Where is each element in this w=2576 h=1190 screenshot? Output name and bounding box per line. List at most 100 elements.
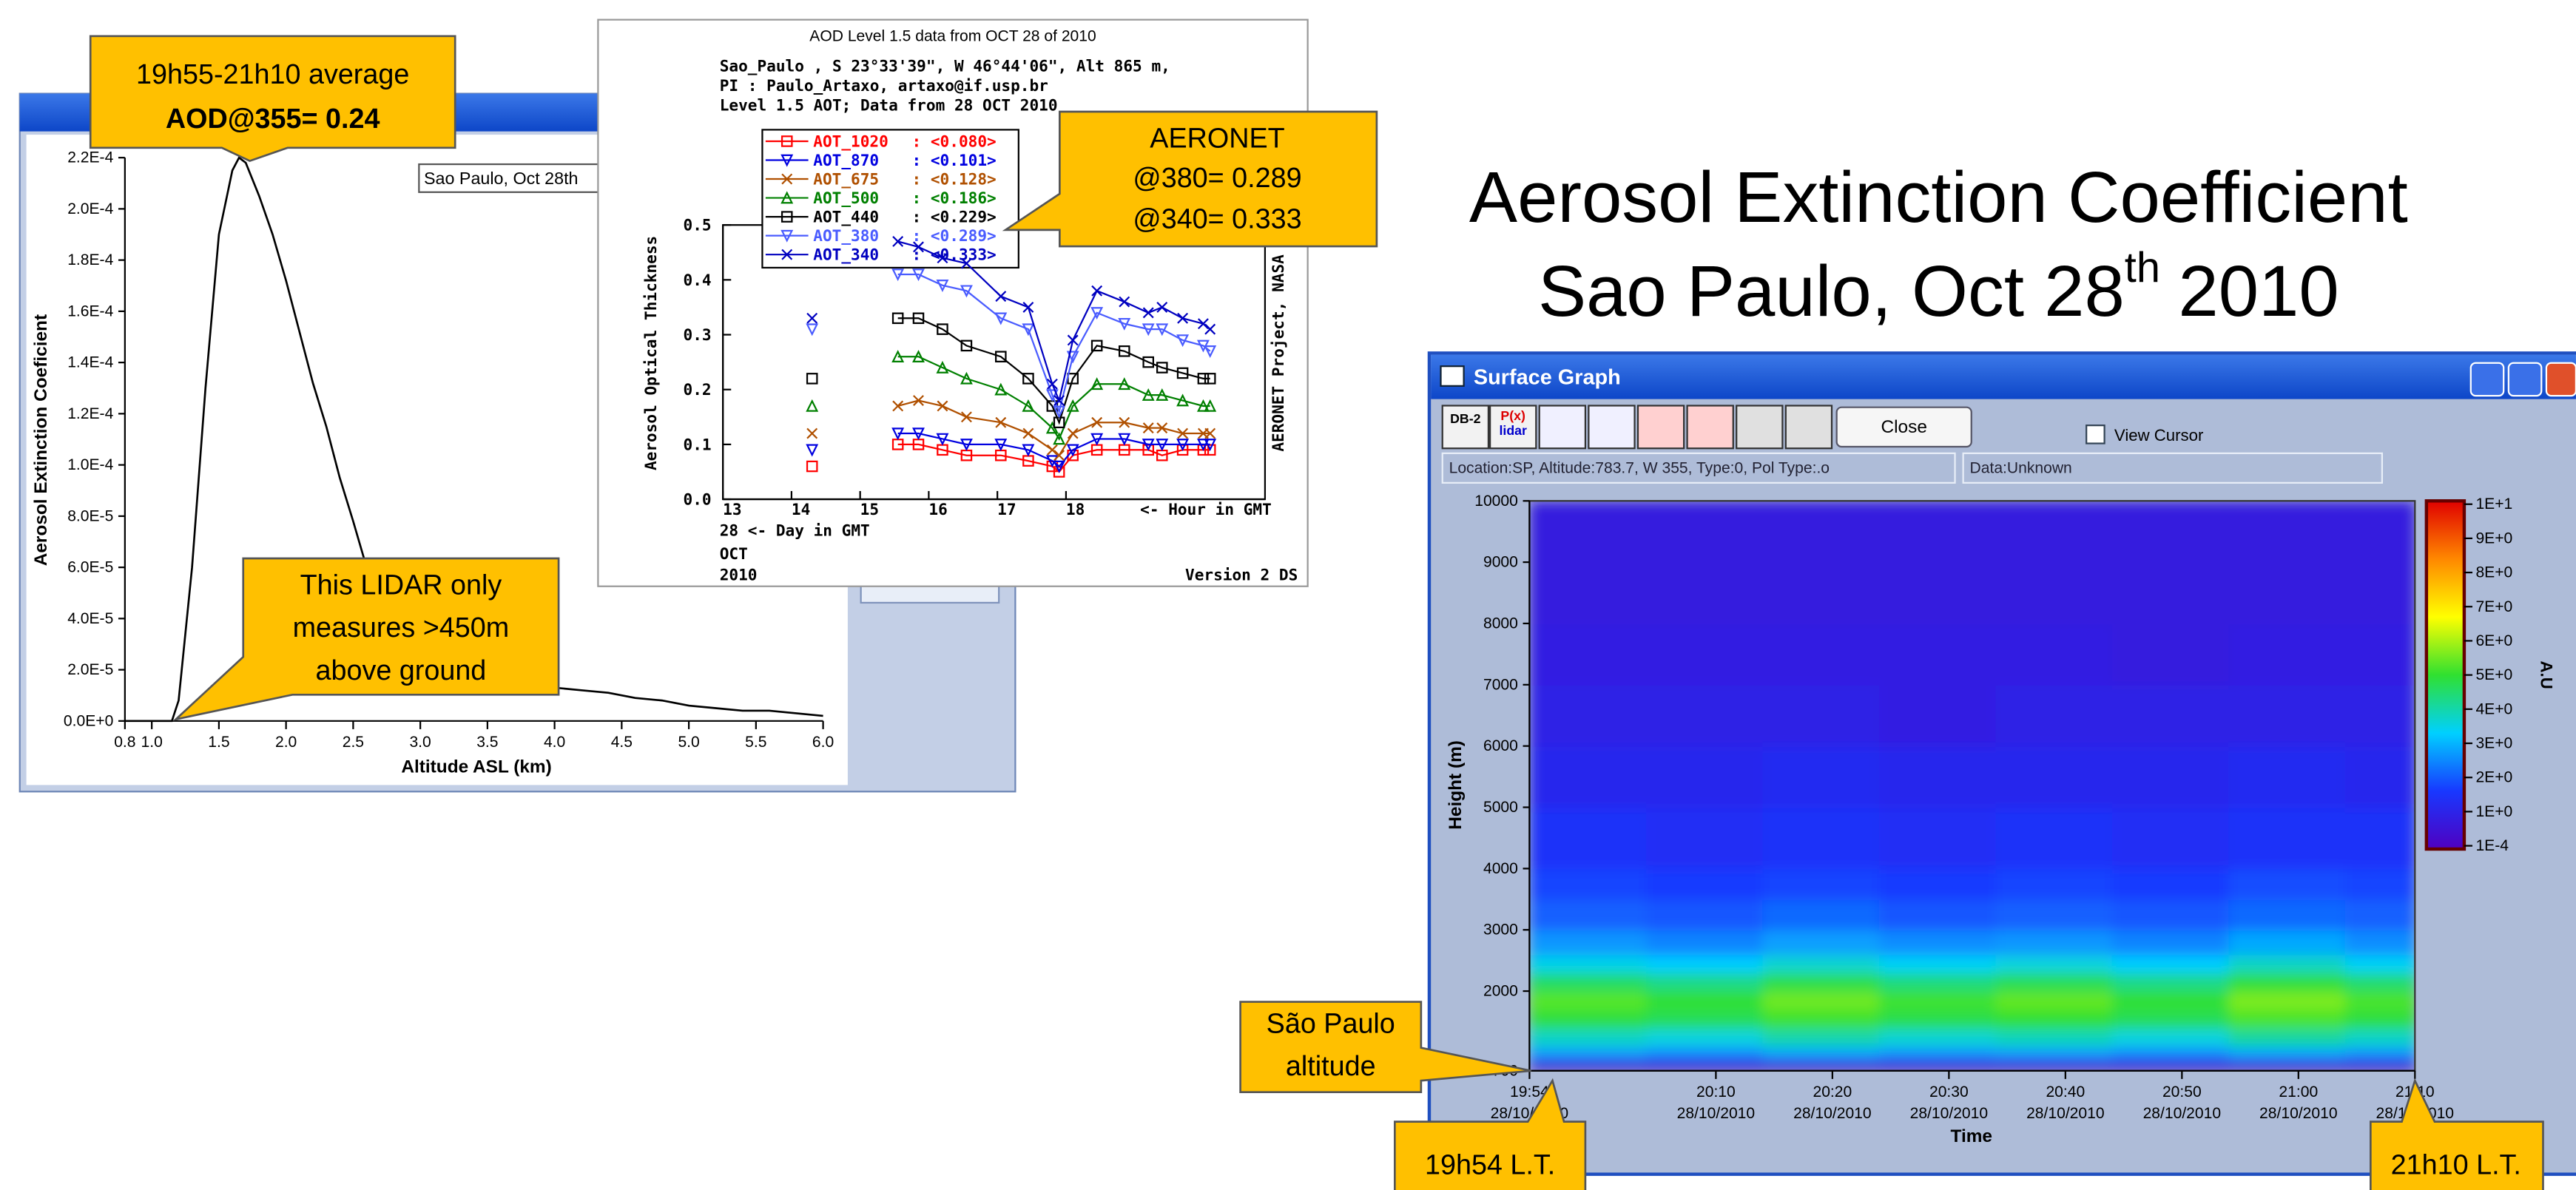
heat-cell [2112,1010,2230,1029]
heat-cell [2228,930,2346,955]
y-tick-label: 1.4E-4 [67,354,113,371]
subtitle-superscript: th [2125,244,2160,291]
x-tick-label: 4.0 [544,734,565,751]
callout-text: @380= 0.289 [1133,162,1301,193]
window-title: Surface Graph [1474,366,1621,390]
x-tick-label: 0.8 [114,734,135,751]
heat-cell [1646,501,1764,563]
aeronet-figure: AOD Level 1.5 data from OCT 28 of 2010 S… [598,20,1307,586]
x-tick-label: 1.5 [208,734,229,751]
heat-cell [2345,808,2416,870]
heat-cell [1995,685,2113,747]
heat-cell [1995,746,2113,808]
heat-cell [1995,501,2113,563]
x-tick-label: 20:20 [1813,1083,1852,1101]
heat-cell [1762,746,1880,808]
heat-cell [2112,1058,2230,1065]
heat-cell [1762,501,1880,563]
colorbar-tick-label: 6E+0 [2475,632,2512,649]
heat-cell [1529,501,1647,563]
heat-cell [2345,562,2416,624]
callout-text: This LIDAR only [300,569,502,601]
tool-button[interactable] [1687,405,1733,448]
close-window-button[interactable] [2546,363,2576,396]
day-label: 28 <- Day in GMT [720,521,870,540]
x-tick-label: 20:30 [1929,1083,1969,1101]
y-tick-label: 0.1 [684,435,712,453]
x-tick-label: 20:40 [2046,1083,2085,1101]
minimize-button[interactable] [2471,363,2503,396]
heat-cell [1529,899,1647,931]
heat-cell [1879,868,1997,900]
callout-text: above ground [316,655,487,686]
y-axis-label: Aerosol Optical Thickness [641,236,660,470]
heat-cell [2345,973,2416,992]
callout-text: altitude [1286,1050,1376,1081]
tool-label: lidar [1499,423,1527,438]
heat-cell [1646,1047,1764,1060]
heat-cell [1879,1058,1997,1065]
colorbar-tick-label: 7E+0 [2475,598,2512,615]
x-axis-label: Altitude ASL (km) [401,757,551,777]
heat-cell [1529,991,1647,1010]
heat-cell [1762,562,1880,624]
callout-text: AERONET [1150,123,1284,154]
legend-label: Sao Paulo, Oct 28th [424,169,579,188]
heat-cell [2345,1010,2416,1029]
header-line: Sao_Paulo , S 23°33'39", W 46°44'06", Al… [720,56,1170,75]
heat-cell [1995,991,2113,1010]
x-tick-sublabel: 28/10/2010 [2143,1105,2222,1122]
heat-cell [1529,973,1647,992]
heat-cell [1762,899,1880,931]
heat-cell [1529,562,1647,624]
heat-cell [1529,1028,1647,1047]
subtitle-text: Sao Paulo, Oct 28 [1538,251,2125,331]
heat-cell [1646,746,1764,808]
heat-cell [1762,954,1880,973]
tool-button[interactable] [1786,405,1832,448]
legend-name: AOT_500 [813,189,879,207]
slide: Altitude ASL (km) Aerosol Extinction Coe… [0,0,2576,1190]
tool-button[interactable] [1540,405,1585,448]
tool-button[interactable] [1588,405,1634,448]
year-label: 2010 [720,566,758,584]
surface-window: Surface Graph DB-2 P(x) lidar Close View… [1429,353,2576,1174]
tool-label: P(x) [1500,408,1525,423]
heat-cell [2345,899,2416,931]
x-tick-label: 20:50 [2162,1083,2202,1101]
y-tick-label: 1.8E-4 [67,251,113,268]
tool-button[interactable] [1736,405,1782,448]
tool-button[interactable] [1638,405,1684,448]
heat-cell [2228,623,2346,686]
checkbox-label: View Cursor [2114,426,2204,444]
heat-cell [1646,954,1764,973]
x-tick-label: 17 [997,500,1016,518]
heat-cell [2228,1010,2346,1029]
heat-cell [1995,1010,2113,1029]
heat-cell [2345,991,2416,1010]
colorbar-tick-label: 2E+0 [2475,769,2512,786]
heat-cell [1646,1058,1764,1065]
month-label: OCT [720,544,748,563]
x-tick-label: 6.0 [812,734,834,751]
y-tick-label: 0.5 [684,216,712,234]
heat-cell [1995,954,2113,973]
heat-cell [1646,899,1764,931]
checkbox[interactable] [2086,425,2104,443]
heat-cell [2112,746,2230,808]
y-axis-label: Aerosol Extinction Coeficient [31,314,51,566]
heat-cell [1762,685,1880,747]
heat-cell [2345,746,2416,808]
maximize-button[interactable] [2509,363,2541,396]
heat-cell [1879,973,1997,992]
colorbar-tick-label: 4E+0 [2475,700,2512,717]
heat-cell [1529,1058,1647,1065]
y-tick-label: 8000 [1483,615,1518,632]
heat-cell [1529,1047,1647,1060]
heat-cell [2112,954,2230,973]
heat-cell [2112,501,2230,563]
y-tick-label: 2.2E-4 [67,149,113,166]
y-tick-label: 0.0E+0 [64,712,113,729]
heat-cell [2345,1047,2416,1060]
